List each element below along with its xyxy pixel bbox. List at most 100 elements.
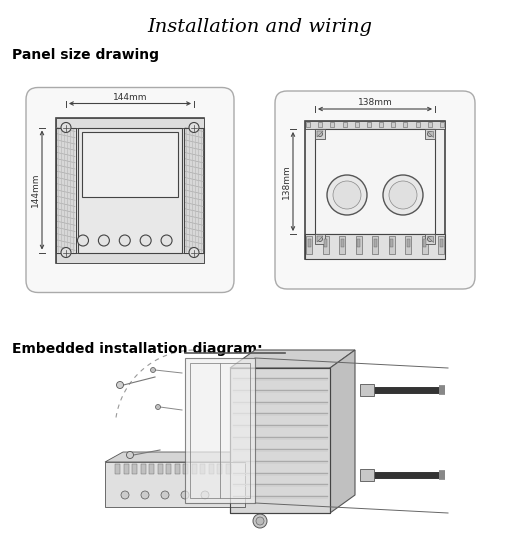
Polygon shape [317, 131, 323, 137]
Bar [200, 464, 205, 474]
Bar [124, 464, 128, 474]
Circle shape [318, 236, 322, 241]
Circle shape [161, 491, 169, 499]
Bar [132, 464, 137, 474]
Circle shape [61, 247, 71, 258]
Circle shape [141, 491, 149, 499]
Text: 144mm: 144mm [113, 92, 147, 102]
Bar [56, 117, 204, 128]
Bar [149, 464, 154, 474]
Bar [217, 464, 222, 474]
Bar [355, 122, 359, 127]
Circle shape [121, 491, 129, 499]
Bar [405, 236, 411, 254]
Bar [315, 129, 325, 139]
Circle shape [116, 382, 124, 389]
Bar [175, 464, 179, 474]
Bar [315, 234, 325, 244]
Circle shape [318, 132, 322, 136]
Text: 138mm: 138mm [282, 164, 291, 199]
Bar [324, 239, 327, 247]
Circle shape [98, 235, 109, 246]
Polygon shape [317, 236, 323, 242]
Circle shape [201, 491, 209, 499]
Bar [115, 464, 120, 474]
Circle shape [155, 405, 161, 410]
Polygon shape [427, 236, 433, 242]
Bar [440, 122, 444, 127]
Bar [422, 236, 427, 254]
Bar [191, 464, 197, 474]
Bar [425, 129, 435, 139]
Circle shape [333, 181, 361, 209]
Text: Installation and wiring: Installation and wiring [148, 18, 372, 36]
Bar [185, 358, 255, 503]
Circle shape [119, 235, 131, 246]
Circle shape [61, 122, 71, 133]
Bar [439, 239, 443, 247]
Text: 144mm: 144mm [31, 173, 40, 207]
Bar [356, 236, 361, 254]
Circle shape [189, 247, 199, 258]
Bar [230, 368, 330, 513]
Bar [357, 239, 360, 247]
Bar [360, 384, 374, 396]
Circle shape [150, 367, 155, 372]
Bar [415, 122, 420, 127]
Circle shape [189, 122, 199, 133]
Bar [305, 121, 445, 259]
Bar [322, 236, 329, 254]
Bar [407, 239, 410, 247]
Polygon shape [427, 131, 433, 137]
Bar [360, 469, 374, 481]
Polygon shape [230, 350, 355, 368]
Circle shape [140, 235, 151, 246]
Circle shape [77, 235, 88, 246]
Bar [372, 236, 378, 254]
FancyBboxPatch shape [26, 87, 234, 293]
Text: 138mm: 138mm [358, 98, 393, 107]
Bar [379, 122, 383, 127]
Bar [315, 129, 435, 234]
Text: Panel size drawing: Panel size drawing [12, 48, 159, 62]
Polygon shape [330, 350, 355, 513]
Bar [343, 122, 346, 127]
Bar [105, 462, 245, 507]
Bar [428, 122, 432, 127]
Bar [56, 117, 204, 263]
Bar [140, 464, 146, 474]
Circle shape [161, 235, 172, 246]
Bar [306, 122, 310, 127]
Polygon shape [245, 452, 263, 507]
Bar [306, 236, 312, 254]
Bar [391, 122, 395, 127]
Bar [185, 128, 203, 252]
Bar [330, 122, 334, 127]
Circle shape [253, 514, 267, 528]
Bar [373, 239, 376, 247]
Bar [56, 128, 76, 252]
Bar [341, 239, 344, 247]
Bar [438, 236, 444, 254]
FancyBboxPatch shape [275, 91, 475, 289]
Text: Embedded installation diagram:: Embedded installation diagram: [12, 342, 263, 356]
Circle shape [327, 175, 367, 215]
Bar [423, 239, 426, 247]
Bar [209, 464, 214, 474]
Bar [388, 236, 395, 254]
Bar [158, 464, 162, 474]
Circle shape [389, 181, 417, 209]
Bar [78, 128, 182, 252]
Bar [305, 121, 445, 129]
Bar [226, 464, 230, 474]
Bar [318, 122, 322, 127]
Bar [307, 239, 310, 247]
Bar [305, 234, 445, 259]
Circle shape [427, 236, 433, 241]
Bar [404, 122, 408, 127]
Bar [166, 464, 171, 474]
Bar [230, 368, 330, 513]
Bar [56, 252, 204, 263]
Circle shape [126, 452, 134, 459]
Circle shape [181, 491, 189, 499]
